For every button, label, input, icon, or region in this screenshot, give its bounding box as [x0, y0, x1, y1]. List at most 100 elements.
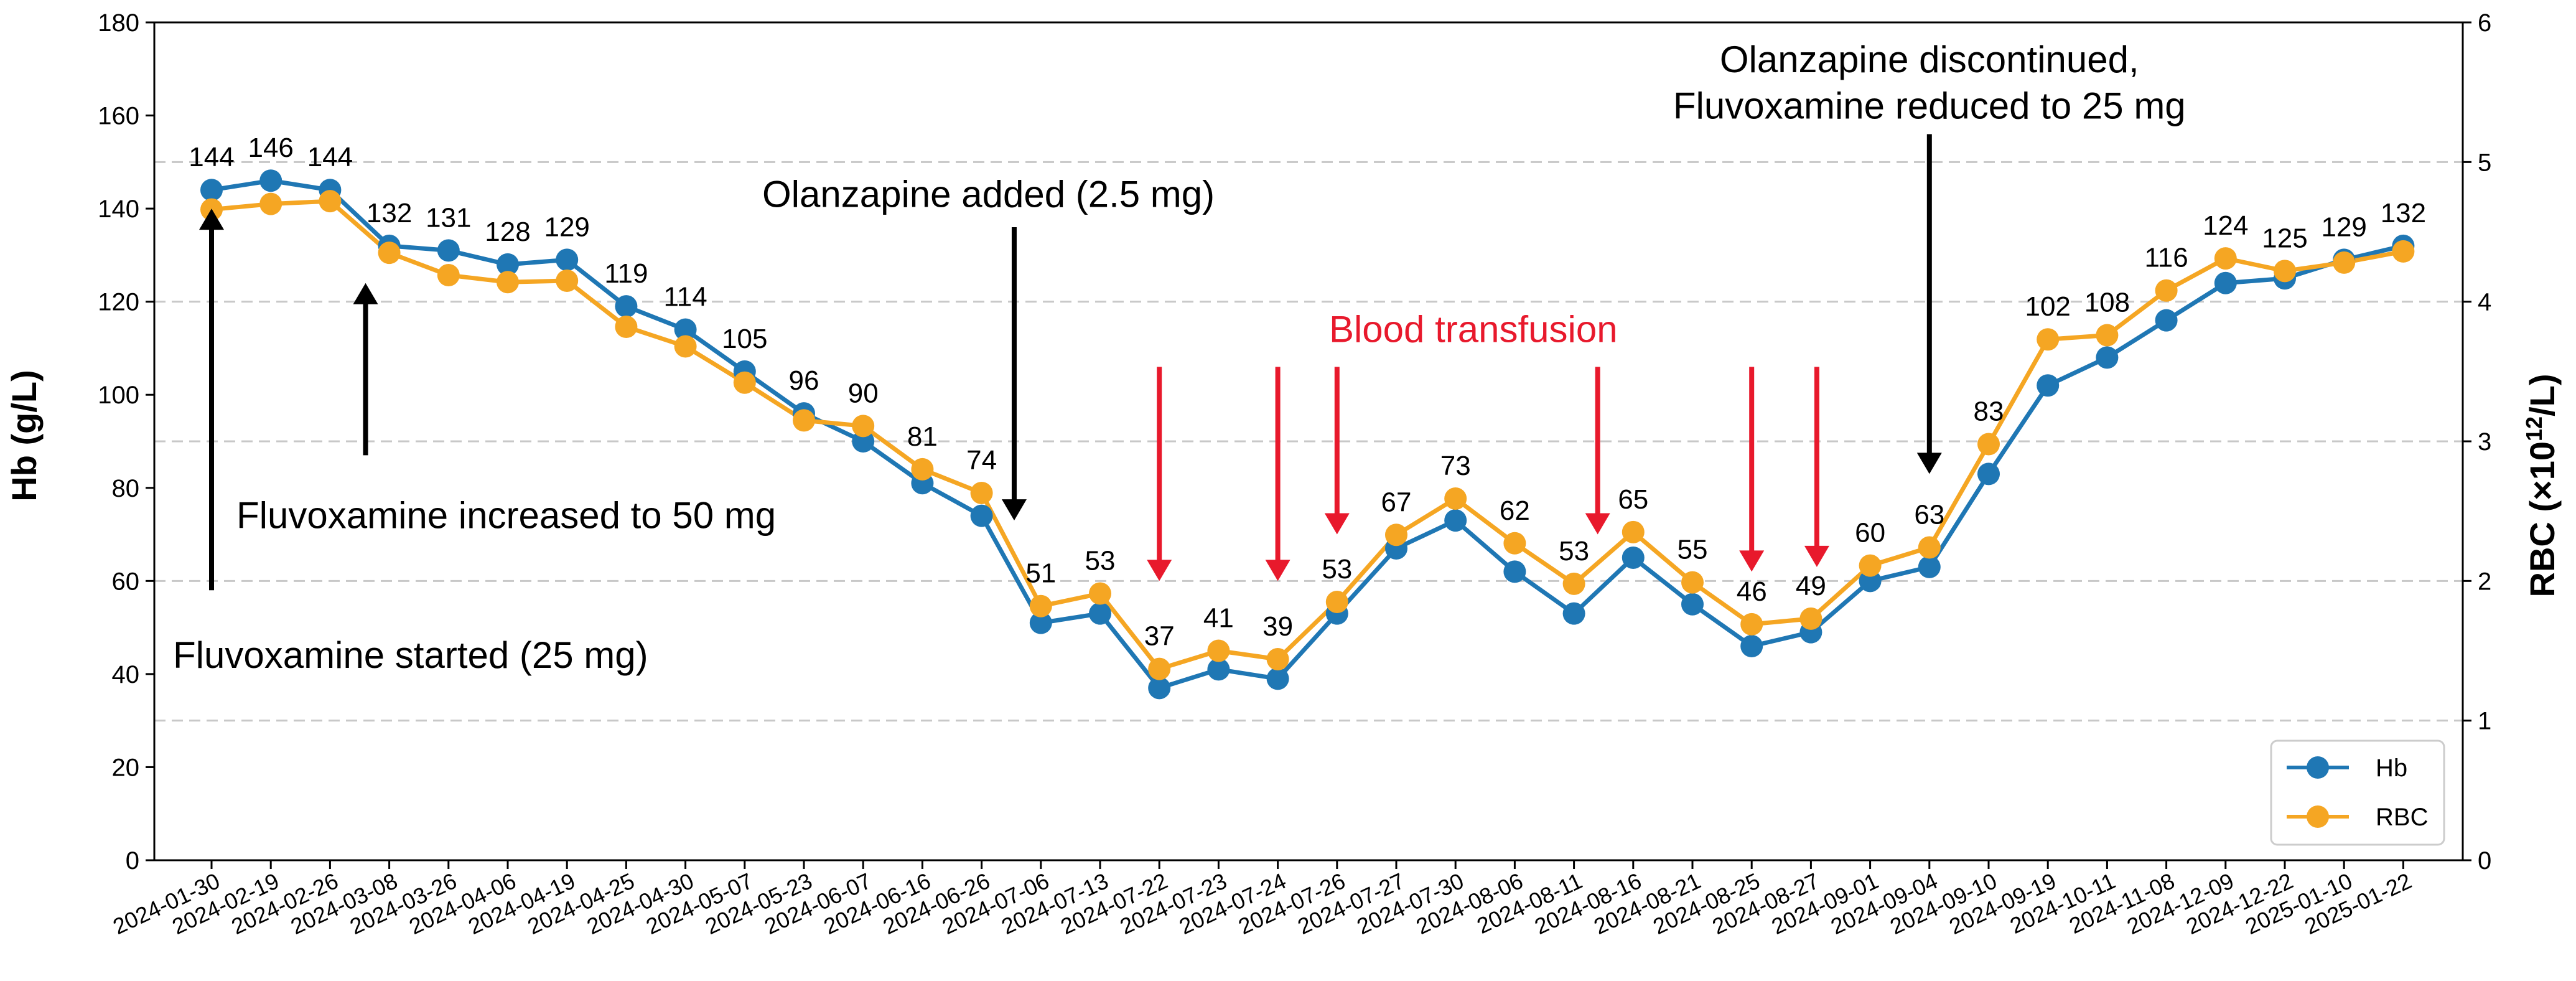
hb-data-label: 102 — [2025, 291, 2070, 322]
annotation-olanzapine-added: Olanzapine added (2.5 mg) — [762, 174, 1215, 215]
hb-data-label: 114 — [664, 282, 707, 312]
hb-data-label: 60 — [1855, 518, 1885, 548]
hb-data-label: 41 — [1203, 603, 1234, 634]
annotation-blood-transfusion: Blood transfusion — [1329, 309, 1618, 350]
rbc-data-point — [1799, 607, 1822, 630]
hb-data-label: 125 — [2262, 223, 2307, 253]
hb-data-point — [2096, 346, 2119, 369]
hb-data-point — [1562, 602, 1585, 625]
rbc-data-point — [1444, 487, 1467, 510]
hb-data-point — [2214, 271, 2237, 294]
rbc-data-point — [437, 264, 460, 287]
rbc-data-point — [1325, 590, 1348, 613]
rbc-data-point — [1207, 639, 1230, 662]
rbc-data-point — [2155, 279, 2178, 302]
y-axis-right-title: RBC (×1012/L) — [2521, 374, 2562, 598]
rbc-data-point — [733, 371, 756, 394]
y-axis-left-title: Hb (g/L) — [4, 370, 44, 501]
hb-data-label: 96 — [789, 365, 819, 396]
hb-data-label: 74 — [966, 445, 997, 476]
hb-data-point — [852, 430, 875, 453]
rbc-data-point — [2096, 324, 2119, 347]
hb-data-label: 63 — [1914, 499, 1944, 530]
rbc-data-point — [2392, 240, 2415, 263]
transfusion-arrow-head — [1585, 513, 1610, 535]
hb-data-point — [1503, 560, 1526, 583]
transfusion-arrow-head — [1804, 545, 1829, 567]
hb-data-label: 132 — [2381, 198, 2426, 228]
annotations: Fluvoxamine started (25 mg) Fluvoxamine i… — [173, 39, 2186, 676]
annotation-olanzapine-discontinued-line1: Olanzapine discontinued, — [1720, 39, 2139, 80]
annotation-fluvoxamine-started: Fluvoxamine started (25 mg) — [173, 634, 648, 676]
rbc-data-point — [1977, 433, 2000, 456]
hb-data-point — [556, 248, 579, 271]
hb-data-label: 81 — [907, 421, 938, 452]
hb-data-label: 39 — [1262, 611, 1293, 642]
y-left-tick-label: 140 — [98, 195, 139, 223]
hb-data-point — [1029, 611, 1052, 634]
legend: Hb RBC — [2270, 739, 2445, 846]
rbc-data-point — [2274, 260, 2296, 283]
hb-data-label: 129 — [2321, 212, 2366, 242]
rbc-data-point — [1148, 657, 1171, 680]
rbc-data-point — [674, 335, 697, 358]
hb-data-point — [1266, 667, 1289, 690]
rbc-data-point — [1266, 647, 1289, 670]
rbc-data-point — [615, 316, 638, 339]
annotation-olanzapine-discontinued-line2: Fluvoxamine reduced to 25 mg — [1673, 85, 2186, 127]
annotation-arrow-black-head — [353, 283, 378, 304]
rbc-data-point — [378, 242, 401, 265]
y-left-tick-label: 120 — [98, 289, 139, 316]
hb-data-label: 131 — [426, 202, 471, 233]
y-left-tick-label: 80 — [112, 475, 140, 502]
rbc-data-point — [793, 409, 815, 432]
hb-data-point — [437, 239, 460, 262]
hb-data-point — [1089, 602, 1111, 625]
hb-data-point — [259, 169, 282, 192]
y-right-tick-label: 5 — [2478, 149, 2491, 176]
hb-data-point — [2037, 374, 2060, 397]
rbc-data-point — [319, 190, 342, 213]
hb-data-label: 37 — [1144, 621, 1175, 652]
hb-data-point — [1622, 546, 1645, 569]
y-right-tick-label: 3 — [2478, 428, 2491, 456]
hb-data-point — [1740, 635, 1763, 658]
hb-series-line — [211, 178, 2404, 690]
grid-lines — [154, 161, 2463, 722]
legend-hb-label: Hb — [2376, 754, 2407, 782]
rbc-data-point — [1740, 613, 1763, 636]
rbc-title-superscript: 12 — [2521, 416, 2547, 441]
annotation-arrow-black-head — [1001, 499, 1027, 521]
hb-data-point — [615, 295, 638, 318]
rbc-title-prefix: RBC (×10 — [2522, 441, 2562, 598]
rbc-data-point — [1918, 536, 1941, 559]
rbc-data-point — [497, 271, 519, 294]
hb-data-point — [1859, 570, 1882, 593]
rbc-data-point — [556, 270, 579, 293]
hb-data-label: 144 — [189, 142, 234, 172]
rbc-data-point — [1622, 520, 1645, 543]
hb-data-point — [1207, 658, 1230, 681]
rbc-data-point — [852, 415, 875, 438]
hb-data-point — [1681, 593, 1704, 616]
rbc-data-point — [1029, 594, 1052, 617]
hb-data-label: 65 — [1618, 484, 1648, 515]
y-right-tick-label: 0 — [2478, 847, 2491, 875]
hb-data-label: 53 — [1085, 546, 1116, 576]
y-right-tick-label: 6 — [2478, 9, 2491, 37]
rbc-data-point — [1385, 523, 1407, 547]
annotation-fluvoxamine-increased: Fluvoxamine increased to 50 mg — [236, 495, 776, 537]
hb-data-point — [1148, 677, 1171, 700]
hb-data-label: 53 — [1322, 554, 1352, 584]
data-labels: 144 146 144 132 131 128 129 119 114 105 96 90 81 74 51… — [189, 133, 2426, 651]
y-left-tick-label: 60 — [112, 568, 140, 595]
hb-data-label: 128 — [485, 217, 530, 247]
hb-data-label: 67 — [1381, 487, 1412, 517]
rbc-title-suffix: /L) — [2522, 374, 2562, 416]
hb-data-label: 108 — [2084, 288, 2130, 318]
annotation-arrow-black-head — [199, 209, 224, 230]
hb-data-point — [970, 504, 993, 527]
rbc-data-point — [1562, 572, 1585, 595]
rbc-data-point — [1089, 582, 1111, 605]
hb-data-point — [674, 318, 697, 341]
